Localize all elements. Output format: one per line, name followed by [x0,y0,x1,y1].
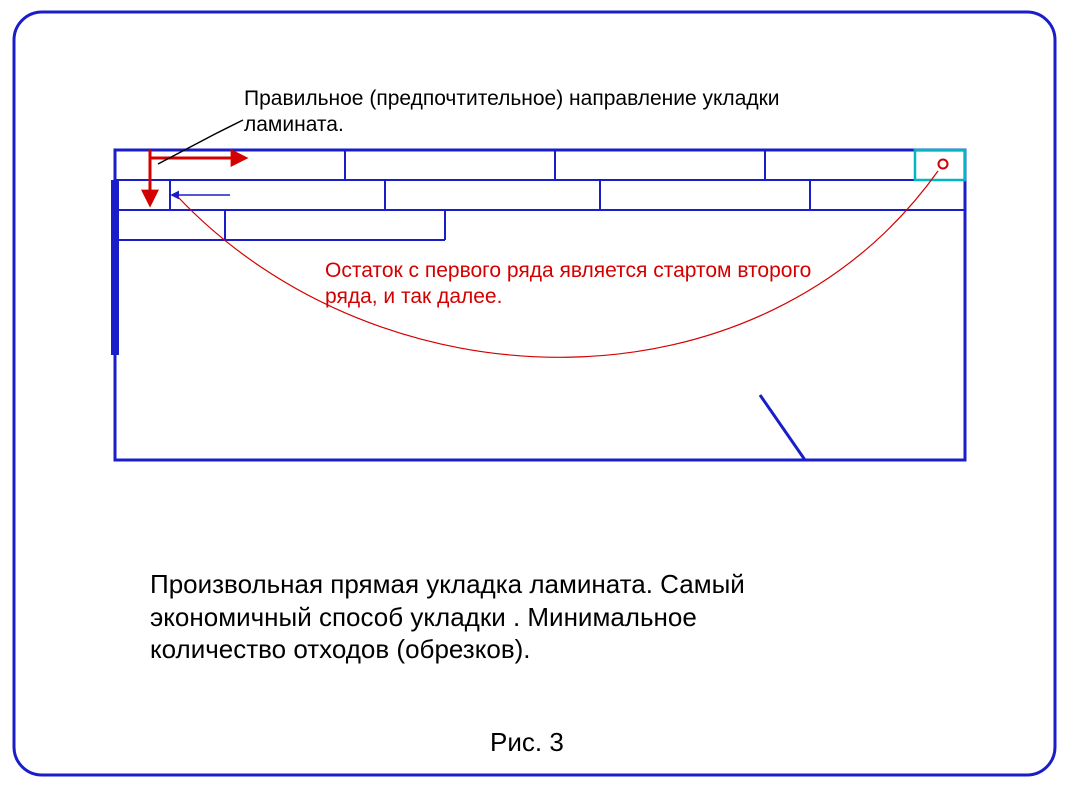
reuse-marker-circle [939,160,948,169]
caption-text: Произвольная прямая укладка ламината. Са… [150,568,930,666]
reuse-highlight-box [915,150,965,180]
door-open [760,395,805,460]
diagram-page: Правильное (предпочтительное) направлени… [0,0,1069,787]
reuse-annotation-text: Остаток с первого ряда является стартом … [325,258,945,311]
top-annotation-text: Правильное (предпочтительное) направлени… [244,86,964,139]
figure-label: Рис. 3 [490,726,564,759]
